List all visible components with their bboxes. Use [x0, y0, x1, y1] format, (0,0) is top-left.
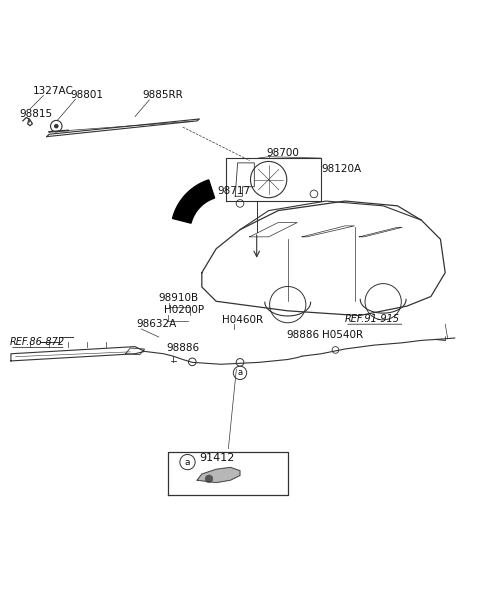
Text: 98801: 98801	[71, 91, 104, 100]
Text: H0200P: H0200P	[164, 305, 204, 315]
Polygon shape	[172, 180, 215, 223]
Text: 98886: 98886	[287, 330, 320, 340]
Text: REF.91-915: REF.91-915	[345, 314, 400, 324]
Circle shape	[205, 475, 213, 483]
Text: 91412: 91412	[199, 453, 235, 463]
Text: a: a	[185, 458, 190, 467]
Text: 9885RR: 9885RR	[142, 91, 183, 100]
Text: 98910B: 98910B	[159, 294, 199, 303]
Text: 98717: 98717	[217, 186, 250, 196]
Text: REF.86-872: REF.86-872	[10, 337, 65, 347]
Text: 98632A: 98632A	[136, 318, 176, 329]
Text: 98120A: 98120A	[321, 164, 361, 174]
Polygon shape	[197, 467, 240, 483]
Text: 98886: 98886	[167, 343, 200, 353]
Text: 98700: 98700	[266, 148, 299, 158]
Text: H0540R: H0540R	[322, 330, 363, 340]
Circle shape	[54, 124, 58, 128]
Text: H0460R: H0460R	[222, 315, 263, 325]
Text: a: a	[238, 368, 242, 377]
Text: 1327AC: 1327AC	[33, 85, 73, 95]
Text: 98815: 98815	[20, 109, 53, 119]
